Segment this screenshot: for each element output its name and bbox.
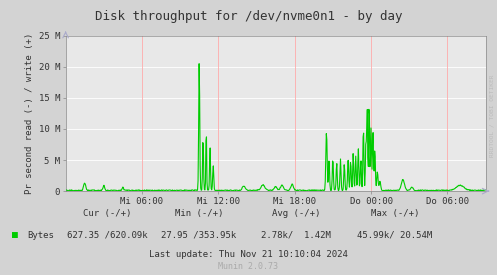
Text: RRDTOOL / TOBI OETIKER: RRDTOOL / TOBI OETIKER xyxy=(490,74,495,157)
Text: 45.99k/ 20.54M: 45.99k/ 20.54M xyxy=(357,231,433,240)
Text: Cur (-/+): Cur (-/+) xyxy=(83,209,131,218)
Text: Disk throughput for /dev/nvme0n1 - by day: Disk throughput for /dev/nvme0n1 - by da… xyxy=(95,10,402,23)
Y-axis label: Pr second read (-) / write (+): Pr second read (-) / write (+) xyxy=(25,33,34,194)
Text: Avg (-/+): Avg (-/+) xyxy=(271,209,320,218)
Text: Min (-/+): Min (-/+) xyxy=(174,209,223,218)
Text: Max (-/+): Max (-/+) xyxy=(371,209,419,218)
Text: Bytes: Bytes xyxy=(27,231,54,240)
Text: ■: ■ xyxy=(12,230,18,240)
Text: Last update: Thu Nov 21 10:10:04 2024: Last update: Thu Nov 21 10:10:04 2024 xyxy=(149,250,348,259)
Text: 2.78k/  1.42M: 2.78k/ 1.42M xyxy=(261,231,331,240)
Text: Munin 2.0.73: Munin 2.0.73 xyxy=(219,262,278,271)
Text: 27.95 /353.95k: 27.95 /353.95k xyxy=(161,231,237,240)
Text: 627.35 /620.09k: 627.35 /620.09k xyxy=(67,231,147,240)
